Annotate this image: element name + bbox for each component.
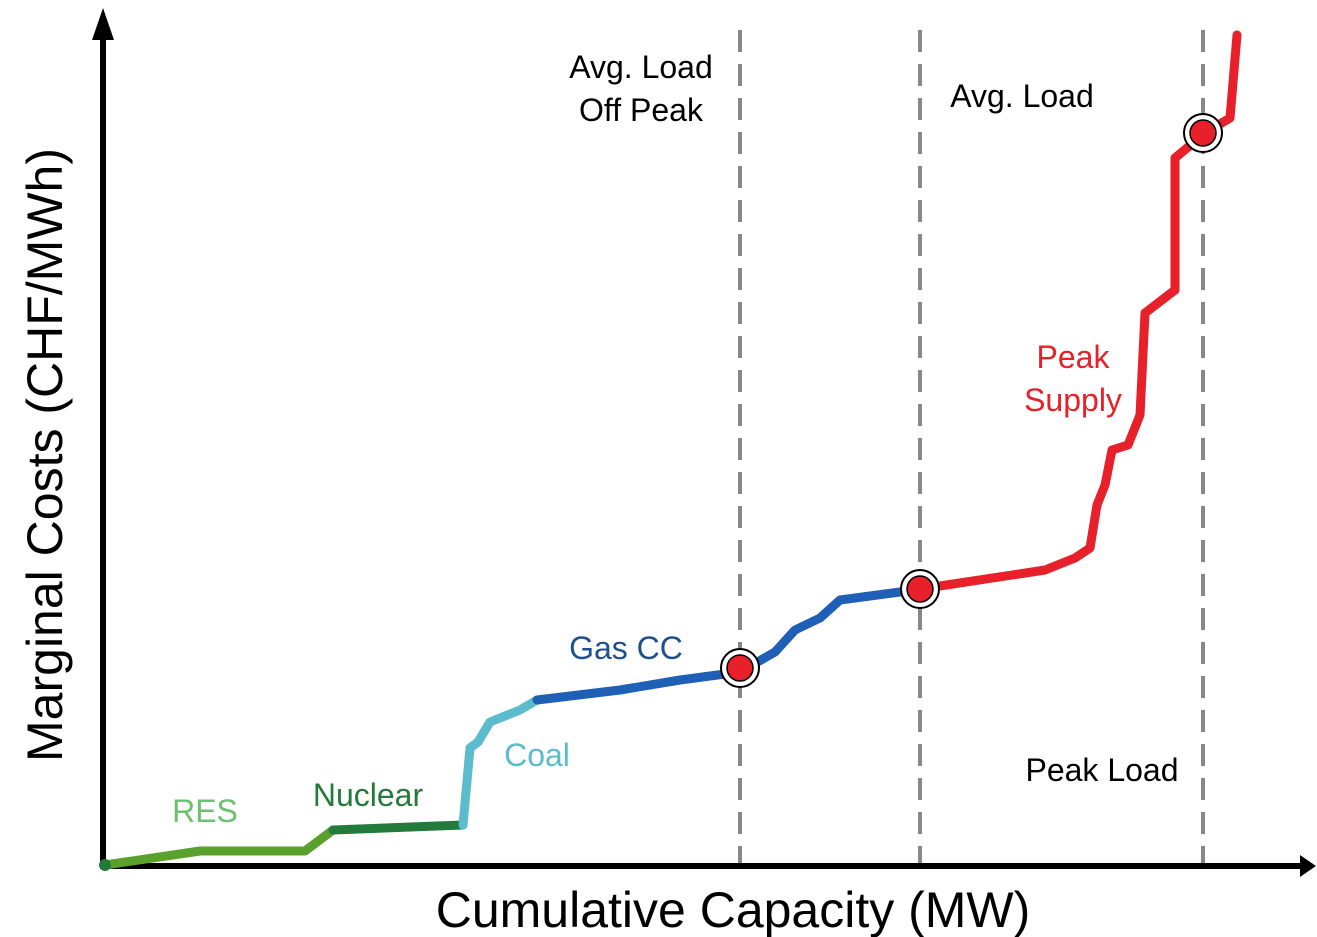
load-label: Off Peak bbox=[579, 92, 704, 128]
load-label: Avg. Load bbox=[950, 78, 1094, 114]
load-label: Avg. Load bbox=[569, 49, 713, 85]
segment-label: Coal bbox=[504, 737, 570, 773]
segment-label: RES bbox=[172, 793, 238, 829]
load-label: Peak Load bbox=[1025, 752, 1178, 788]
coal-segment bbox=[458, 695, 542, 830]
load-lines bbox=[738, 30, 1205, 865]
x-axis-title: Cumulative Capacity (MW) bbox=[436, 882, 1031, 937]
nuclear-segment bbox=[328, 820, 468, 835]
peak-segment bbox=[915, 30, 1242, 594]
supply-curve bbox=[100, 30, 1242, 870]
segment-label: Peak bbox=[1037, 339, 1111, 375]
x-axis-arrow bbox=[1300, 855, 1316, 877]
segment-label: Nuclear bbox=[313, 777, 424, 813]
intersection-dot bbox=[720, 648, 760, 688]
curve-start bbox=[99, 859, 111, 871]
segment-label: Gas CC bbox=[569, 630, 683, 666]
intersections bbox=[720, 113, 1223, 688]
res-segment bbox=[100, 825, 338, 870]
y-axis-arrow bbox=[92, 8, 114, 40]
gas-segment bbox=[532, 584, 925, 705]
intersection-dot bbox=[1183, 113, 1223, 153]
y-axis-title: Marginal Costs (CHF/MWh) bbox=[17, 148, 73, 762]
segment-label: Supply bbox=[1024, 382, 1122, 418]
intersection-dot bbox=[900, 569, 940, 609]
